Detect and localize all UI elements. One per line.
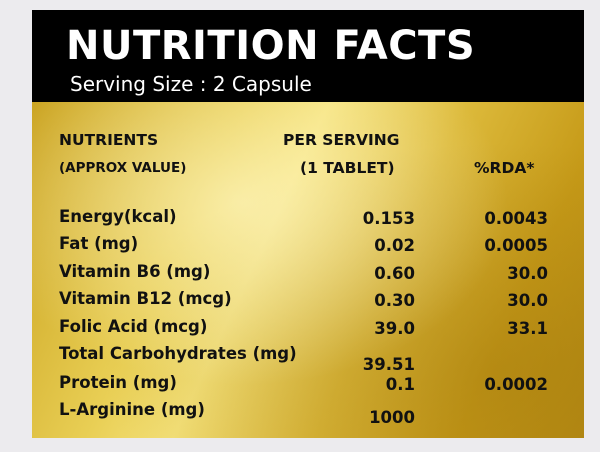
- column-subheader-nutrients: (APPROX VALUE): [59, 160, 187, 176]
- per-serving-value: 0.60: [374, 264, 415, 283]
- column-header-rda: %RDA*: [474, 159, 535, 177]
- rda-value: 0.0002: [484, 375, 548, 394]
- nutrient-name: Folic Acid (mcg): [59, 317, 208, 336]
- rda-value: 30.0: [507, 264, 548, 283]
- per-serving-value: 0.30: [374, 291, 415, 310]
- column-header-per-serving: PER SERVING: [283, 131, 400, 149]
- nutrition-facts-panel: NUTRITION FACTS Serving Size : 2 Capsule…: [32, 10, 584, 438]
- nutrient-name: Energy(kcal): [59, 207, 177, 226]
- header-banner: NUTRITION FACTS Serving Size : 2 Capsule: [32, 10, 584, 102]
- rda-value: 0.0005: [484, 236, 548, 255]
- per-serving-value: 1000: [369, 408, 415, 427]
- per-serving-value: 0.153: [362, 209, 415, 228]
- nutrient-name: Fat (mg): [59, 234, 139, 253]
- rda-value: 33.1: [507, 319, 548, 338]
- panel-title: NUTRITION FACTS: [66, 23, 476, 69]
- nutrient-name: Total Carbohydrates (mg): [59, 344, 297, 363]
- per-serving-value: 0.1: [385, 375, 415, 394]
- nutrient-name: Vitamin B12 (mcg): [59, 289, 232, 308]
- per-serving-value: 0.02: [374, 236, 415, 255]
- nutrient-name: Vitamin B6 (mg): [59, 262, 211, 281]
- column-header-nutrients: NUTRIENTS: [59, 131, 159, 149]
- nutrient-name: L-Arginine (mg): [59, 400, 205, 419]
- per-serving-value: 39.0: [374, 319, 415, 338]
- nutrient-name: Protein (mg): [59, 373, 177, 392]
- nutrients-table: NUTRIENTS (APPROX VALUE) PER SERVING (1 …: [32, 102, 584, 438]
- rda-value: 0.0043: [484, 209, 548, 228]
- per-serving-value: 39.51: [362, 355, 415, 374]
- serving-size: Serving Size : 2 Capsule: [70, 72, 312, 96]
- rda-value: 30.0: [507, 291, 548, 310]
- column-subheader-per-serving: (1 TABLET): [300, 159, 395, 177]
